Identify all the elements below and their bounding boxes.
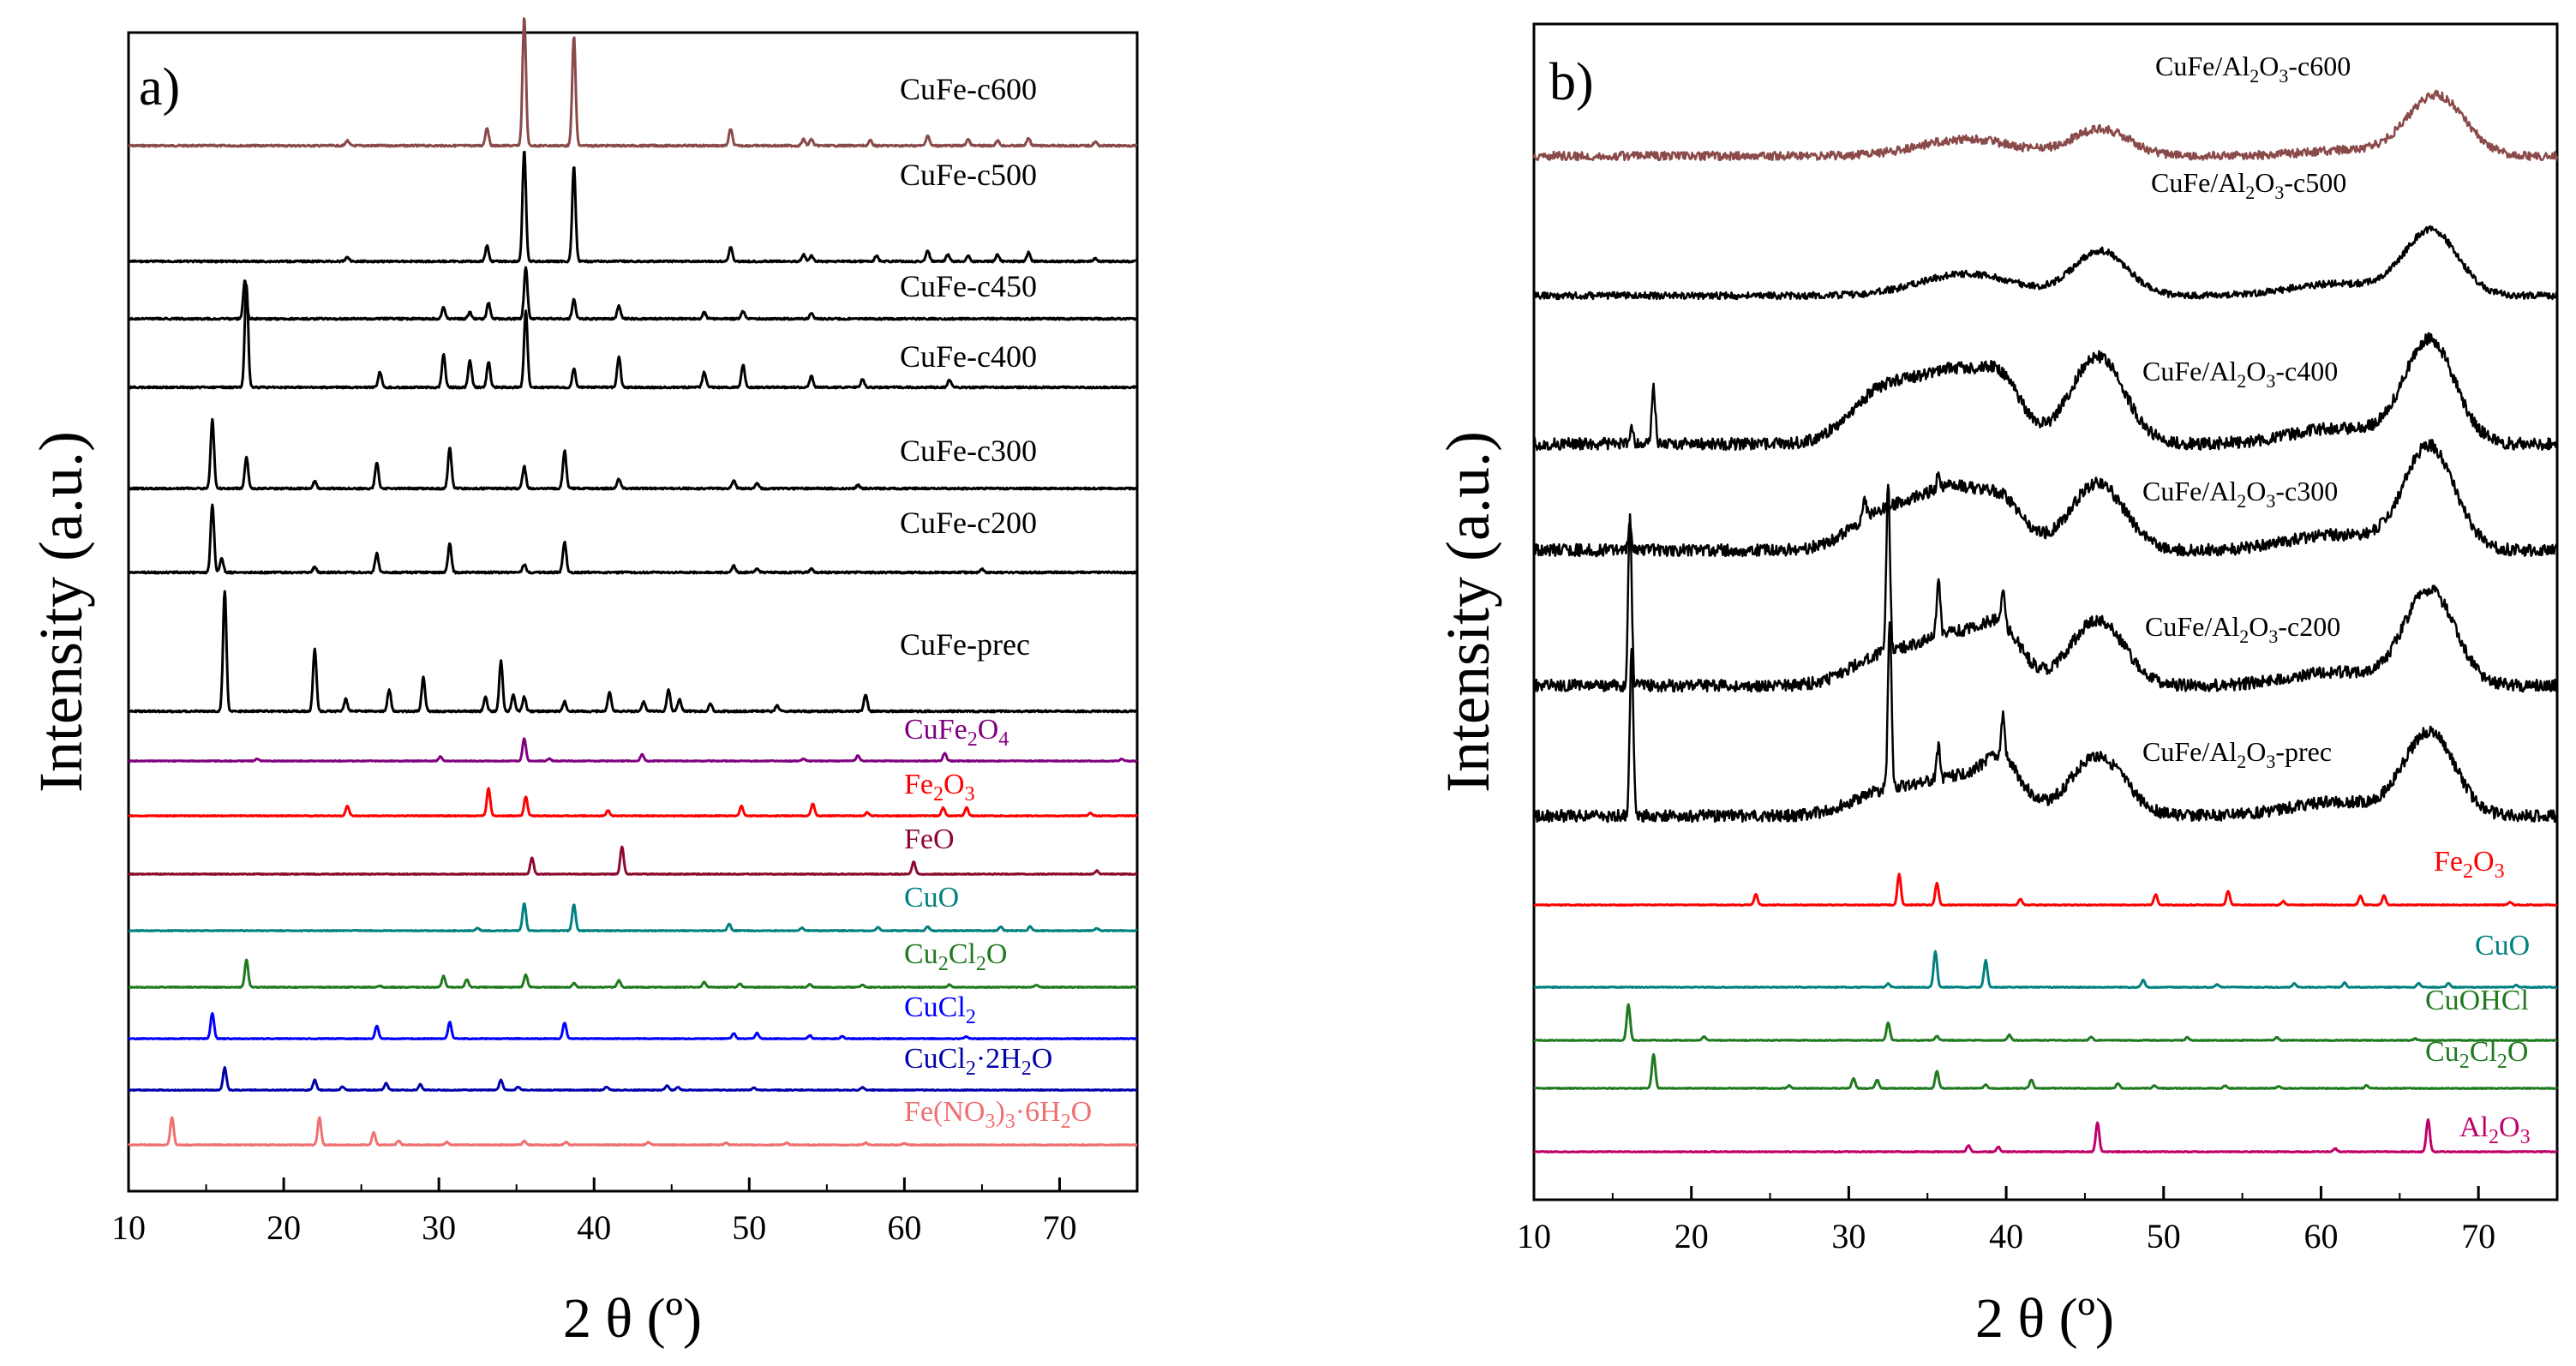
- series-line-cufe2o4: [128, 737, 1138, 763]
- series-line-cufe-al2o3-c300: [1532, 439, 2559, 558]
- x-tick-label-60: 60: [887, 1208, 921, 1247]
- label-cuo-a: CuO: [904, 882, 959, 914]
- series-line-cufe-c300: [127, 417, 1139, 491]
- panel-a-x-ticks: 10 20 30 40 50 60 70: [111, 1177, 1076, 1247]
- x-tick-label-20: 20: [1674, 1217, 1709, 1255]
- label-cuohcl: CuOHCl: [2425, 985, 2529, 1016]
- label-cufe-al2o3-c600: CuFe/Al2O3-c600: [2155, 51, 2351, 87]
- x-tick-label-60: 60: [2303, 1217, 2338, 1255]
- x-tick-label-10: 10: [111, 1208, 146, 1247]
- label-al2o3: Al2O3: [2459, 1111, 2531, 1148]
- panel-a-label: a): [139, 58, 180, 117]
- label-cufe-al2o3-c400: CuFe/Al2O3-c400: [2142, 356, 2338, 392]
- series-line-cufe-al2o3-c400: [1532, 332, 2558, 452]
- label-cucl2: CuCl2: [904, 992, 976, 1028]
- series-line-cuo: [128, 902, 1138, 932]
- series-line-cufe-al2o3-prec: [1532, 620, 2559, 824]
- series-line-cuohcl: [1533, 1003, 2558, 1042]
- x-tick-label-30: 30: [422, 1208, 456, 1247]
- panel-a-x-axis-title: 2 θ (º): [563, 1287, 702, 1350]
- label-cu2cl2o-a: Cu2Cl2O: [904, 938, 1007, 975]
- panel-b-y-axis-title: Intensity (a.u.): [1434, 431, 1502, 793]
- label-feo: FeO: [904, 824, 955, 855]
- series-line-cucl2-2h2o: [128, 1066, 1138, 1092]
- series-line-cufe-prec: [127, 590, 1139, 714]
- label-fe2o3-b: Fe2O3: [2434, 846, 2505, 883]
- label-cufe-al2o3-c300: CuFe/Al2O3-c300: [2142, 476, 2338, 512]
- x-tick-label-10: 10: [1517, 1217, 1551, 1255]
- x-tick-label-40: 40: [1989, 1217, 2023, 1255]
- series-line-cucl2: [128, 1012, 1138, 1040]
- x-tick-label-50: 50: [2147, 1217, 2181, 1255]
- label-cufe2o4: CuFe2O4: [904, 714, 1009, 751]
- series-line-cufe-c200: [128, 503, 1139, 575]
- series-line-cu2cl2o: [1533, 1052, 2558, 1090]
- x-tick-label-40: 40: [577, 1208, 611, 1247]
- label-cu2cl2o-b: Cu2Cl2O: [2425, 1036, 2528, 1073]
- panel-b-frame: [1532, 22, 2559, 1201]
- x-tick-label-20: 20: [267, 1208, 301, 1247]
- series-line-cuo: [1533, 950, 2558, 989]
- label-cufe-c400: CuFe-c400: [900, 339, 1037, 374]
- x-tick-label-70: 70: [1042, 1208, 1076, 1247]
- x-tick-label-70: 70: [2461, 1217, 2495, 1255]
- panel-b-traces: [1532, 89, 2559, 1153]
- panel-b-x-ticks: 10 20 30 40 50 60 70: [1517, 1186, 2495, 1255]
- label-cufe-prec: CuFe-prec: [900, 627, 1030, 662]
- label-cufe-c200: CuFe-c200: [900, 506, 1037, 540]
- panel-a-y-axis-title: Intensity (a.u.): [27, 431, 95, 793]
- panel-b-x-axis-title: 2 θ (º): [1975, 1287, 2114, 1350]
- label-cufe-c450: CuFe-c450: [900, 269, 1037, 303]
- panel-a: a) 10 20 30 40 50 60 70 2 θ (º) Intensity (a.u…: [27, 17, 1139, 1350]
- label-fe-nitrate: Fe(NO3)3·6H2O: [904, 1096, 1092, 1133]
- series-line-cu2cl2o: [128, 958, 1138, 989]
- series-line-cufe-c450: [127, 266, 1138, 321]
- panel-a-frame: [127, 31, 1139, 1193]
- label-cuo-b: CuO: [2475, 930, 2530, 962]
- series-line-feo: [128, 845, 1138, 876]
- label-cufe-al2o3-c500: CuFe/Al2O3-c500: [2151, 167, 2346, 203]
- label-cufe-c600: CuFe-c600: [900, 72, 1037, 106]
- series-line-fe2o3: [1533, 872, 2558, 907]
- label-cucl2-2h2o: CuCl2·2H2O: [904, 1043, 1052, 1080]
- x-tick-label-50: 50: [732, 1208, 766, 1247]
- series-line-cufe-al2o3-c200: [1532, 483, 2559, 693]
- series-line-fe2o3: [128, 787, 1139, 818]
- label-cufe-al2o3-prec: CuFe/Al2O3-prec: [2142, 736, 2332, 772]
- series-line-fe-no3-3-6h2o: [127, 1116, 1138, 1147]
- x-tick-label-30: 30: [1831, 1217, 1866, 1255]
- series-line-cufe-c600: [128, 17, 1138, 148]
- panel-b-label: b): [1549, 53, 1594, 111]
- label-fe2o3-a: Fe2O3: [904, 769, 975, 806]
- series-line-al2o3: [1533, 1117, 2558, 1153]
- series-line-cufe-c500: [128, 150, 1139, 264]
- label-cufe-c500: CuFe-c500: [900, 158, 1037, 192]
- panel-b: b) 10 20 30 40 50 60 70 2 θ (º) Intensity (a.u…: [1434, 22, 2559, 1350]
- panel-a-traces: [127, 17, 1139, 1147]
- label-cufe-c300: CuFe-c300: [900, 434, 1037, 468]
- series-line-cufe-c400: [128, 284, 1139, 390]
- series-line-cufe-al2o3-c600: [1532, 89, 2559, 162]
- series-line-cufe-al2o3-c500: [1532, 225, 2559, 301]
- label-cufe-al2o3-c200: CuFe/Al2O3-c200: [2145, 611, 2340, 647]
